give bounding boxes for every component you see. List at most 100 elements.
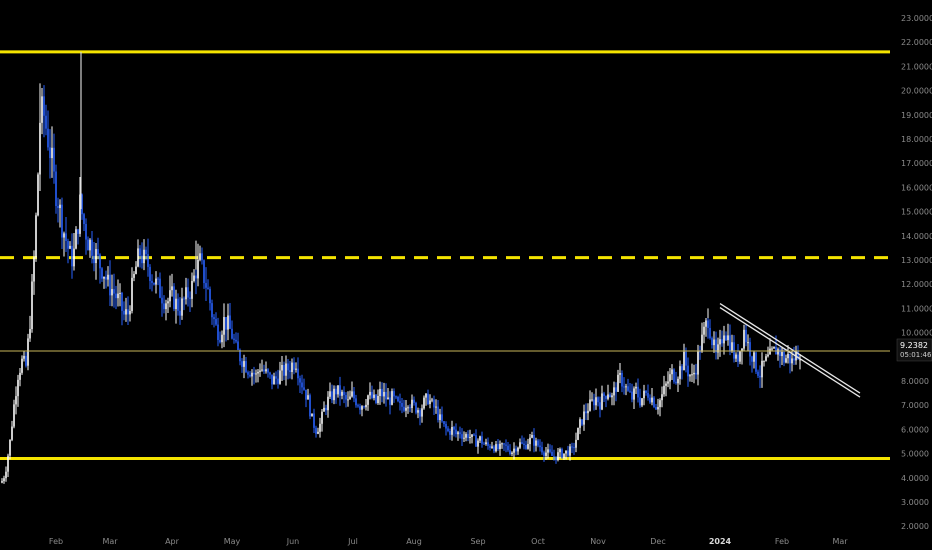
candle-body [511, 452, 513, 454]
candle-body [575, 439, 577, 448]
candle-body [719, 339, 721, 345]
candle-body [207, 287, 209, 289]
candle-body [289, 370, 291, 372]
candle-body [63, 233, 65, 238]
candle-body [195, 275, 197, 279]
candle-body [755, 352, 757, 372]
candle-body [121, 292, 123, 311]
candle-body [601, 393, 603, 410]
candle-body [29, 329, 31, 339]
candle-body [239, 349, 241, 362]
candle-body [549, 449, 551, 452]
candle-body [47, 128, 49, 148]
candle-body [613, 387, 615, 396]
candle-body [211, 303, 213, 318]
candle-body [197, 259, 199, 279]
candle-body [391, 391, 393, 405]
candle-body [591, 399, 593, 401]
candle-body [637, 386, 639, 398]
candle-body [669, 374, 671, 382]
price-tag-box [896, 338, 932, 362]
candle-body [173, 286, 175, 310]
candle-body [281, 364, 283, 371]
y-tick-label: 20.0000 [901, 87, 932, 96]
candle-body [101, 268, 103, 279]
x-tick-label: Apr [165, 537, 180, 546]
candle-body [205, 283, 207, 288]
candle-body [303, 387, 305, 390]
candle-body [767, 354, 769, 357]
candle-body [37, 174, 39, 216]
candle-body [389, 397, 391, 405]
candle-body [781, 351, 783, 357]
candle-body [569, 446, 571, 456]
candle-body [97, 249, 99, 255]
trend-line-1[interactable] [719, 307, 861, 398]
candle-body [229, 315, 231, 329]
candle-body [589, 399, 591, 411]
candle-body [627, 386, 629, 391]
candle-body [381, 388, 383, 397]
candle-body [291, 362, 293, 372]
candle-body [617, 374, 619, 392]
candle-body [271, 374, 273, 385]
candle-body [189, 297, 191, 299]
candle-body [459, 432, 461, 435]
candle-body [693, 372, 695, 375]
candle-body [349, 396, 351, 400]
candle-body [685, 351, 687, 366]
candle-body [351, 391, 353, 397]
candle-body [435, 406, 437, 408]
candle-body [79, 194, 81, 234]
candle-body [267, 369, 269, 373]
trend-line-0[interactable] [719, 303, 861, 394]
candle-body [387, 397, 389, 400]
candle-body [701, 334, 703, 352]
y-tick-label: 4.0000 [901, 474, 929, 483]
candle-body [787, 353, 789, 359]
candle-body [683, 351, 685, 371]
candle-body [689, 375, 691, 377]
candle-body [709, 328, 711, 339]
candle-body [155, 278, 157, 285]
candle-body [119, 292, 121, 294]
candle-body [49, 147, 51, 159]
candle-body [473, 434, 475, 436]
candle-body [771, 348, 773, 350]
candle-body [479, 436, 481, 441]
candle-body [93, 255, 95, 264]
candle-body [215, 319, 217, 325]
candle-body [131, 277, 133, 311]
candle-body [129, 310, 131, 315]
candle-body [765, 356, 767, 361]
candle-body [53, 147, 55, 172]
candle-body [445, 423, 447, 429]
candle-body [339, 385, 341, 396]
candle-body [419, 410, 421, 417]
candle-body [777, 349, 779, 355]
candle-body [541, 447, 543, 453]
candle-body [647, 393, 649, 398]
candle-body [535, 440, 537, 446]
candle-body [9, 439, 11, 456]
candle-body [721, 339, 723, 344]
candle-body [727, 335, 729, 341]
candle-body [583, 411, 585, 425]
candle-body [137, 248, 139, 267]
y-tick-label: 3.0000 [901, 498, 929, 507]
candle-body [529, 437, 531, 445]
candle-body [167, 301, 169, 304]
candle-body [411, 399, 413, 409]
candle-body [169, 290, 171, 302]
x-tick-label: Aug [406, 537, 422, 546]
candle-body [15, 396, 17, 405]
candle-body [219, 339, 221, 343]
candle-body [293, 362, 295, 370]
candle-body [455, 429, 457, 435]
candle-body [179, 310, 181, 316]
candle-body [769, 348, 771, 355]
candle-body [75, 229, 77, 249]
candle-body [615, 387, 617, 392]
candle-body [751, 356, 753, 362]
